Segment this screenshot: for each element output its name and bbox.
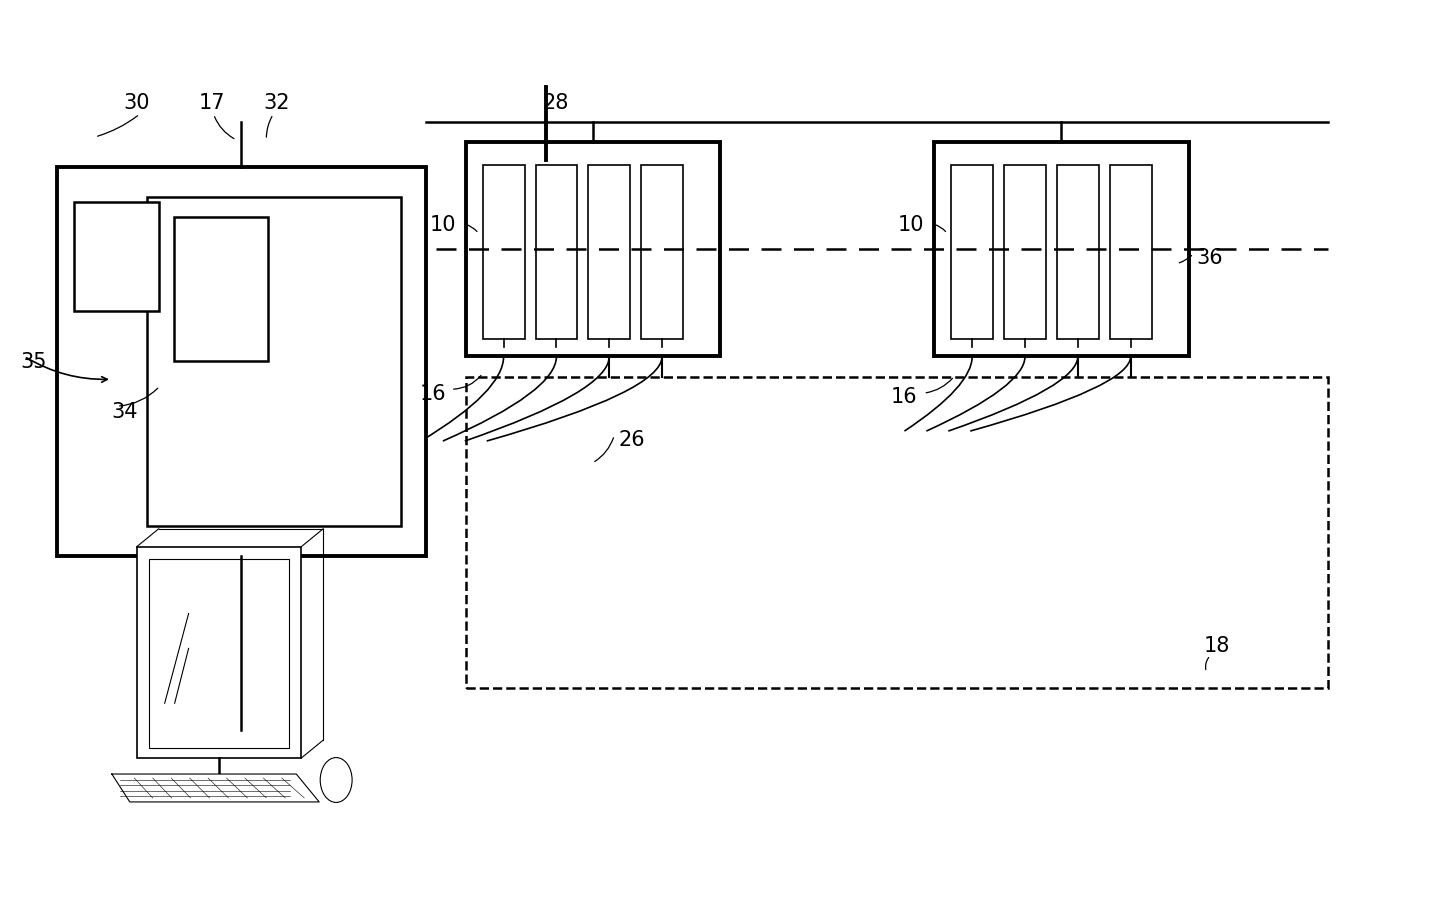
Bar (934, 143, 1189, 357)
Bar (642, 166, 683, 340)
Bar (173, 218, 268, 362)
Polygon shape (175, 776, 263, 796)
Text: 10: 10 (898, 214, 925, 234)
Text: 34: 34 (112, 402, 139, 422)
Bar (465, 143, 720, 357)
Text: 10: 10 (430, 214, 455, 234)
Text: 28: 28 (543, 93, 569, 113)
Bar (1004, 166, 1045, 340)
Text: 36: 36 (1197, 247, 1223, 267)
Text: 35: 35 (20, 352, 47, 372)
Bar (465, 378, 1327, 689)
Text: 30: 30 (123, 93, 150, 113)
Bar (1057, 166, 1098, 340)
Text: 18: 18 (1203, 636, 1230, 656)
Polygon shape (112, 774, 319, 802)
Bar (146, 198, 401, 527)
Bar (536, 166, 577, 340)
Text: 16: 16 (891, 387, 918, 406)
Bar (1110, 166, 1151, 340)
Text: 17: 17 (198, 93, 225, 113)
Bar (483, 166, 524, 340)
Text: 32: 32 (263, 93, 289, 113)
Bar (589, 166, 630, 340)
Bar (951, 166, 994, 340)
Text: 16: 16 (420, 384, 445, 404)
Bar (57, 168, 425, 556)
Bar (137, 548, 301, 758)
Bar (74, 202, 159, 312)
Text: 26: 26 (619, 430, 644, 449)
Ellipse shape (321, 758, 352, 803)
Bar (149, 559, 289, 748)
